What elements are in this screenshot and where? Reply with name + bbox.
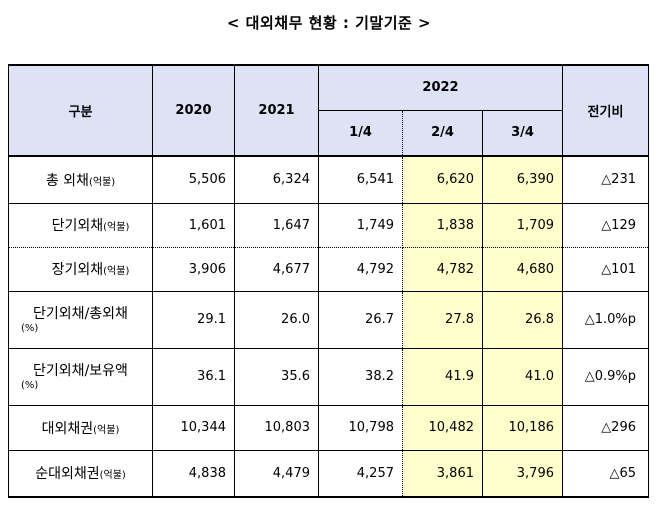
cell-q3: 6,390 <box>482 156 563 204</box>
cell-q1: 4,257 <box>318 450 403 498</box>
table-title: < 대외채무 현황 : 기말기준 > <box>226 14 432 32</box>
cell-q2: 6,620 <box>402 156 483 204</box>
cell-2020: 10,344 <box>152 405 235 451</box>
header-q2: 2/4 <box>402 109 483 157</box>
table-row: 장기외채(억불) 3,906 4,677 4,792 4,782 4,680 △… <box>8 247 649 292</box>
header-prev: 전기비 <box>562 64 649 157</box>
cell-2020: 3,906 <box>152 247 235 292</box>
cell-q1: 26.7 <box>318 291 403 349</box>
cell-q2: 41.9 <box>402 348 483 406</box>
header-q3: 3/4 <box>482 109 563 157</box>
row-label: 단기외채(억불) <box>8 203 153 248</box>
header-category: 구분 <box>8 64 153 157</box>
table-row: 단기외채/총외채 (%) 29.1 26.0 26.7 27.8 26.8 △1.… <box>8 291 649 349</box>
cell-prev: △101 <box>562 247 649 292</box>
cell-prev: △1.0%p <box>562 291 649 349</box>
cell-2021: 35.6 <box>234 348 319 406</box>
cell-prev: △296 <box>562 405 649 451</box>
cell-2020: 5,506 <box>152 156 235 204</box>
cell-q3: 3,796 <box>482 450 563 498</box>
cell-q2: 3,861 <box>402 450 483 498</box>
cell-prev: △0.9%p <box>562 348 649 406</box>
row-label: 단기외채/총외채 (%) <box>8 291 153 349</box>
cell-2020: 1,601 <box>152 203 235 248</box>
cell-prev: △231 <box>562 156 649 204</box>
cell-q3: 4,680 <box>482 247 563 292</box>
cell-q3: 1,709 <box>482 203 563 248</box>
cell-q1: 6,541 <box>318 156 403 204</box>
cell-q2: 1,838 <box>402 203 483 248</box>
cell-q3: 26.8 <box>482 291 563 349</box>
cell-2020: 4,838 <box>152 450 235 498</box>
cell-2020: 36.1 <box>152 348 235 406</box>
table-row: 대외채권(억불) 10,344 10,803 10,798 10,482 10,… <box>8 405 649 451</box>
cell-q3: 41.0 <box>482 348 563 406</box>
cell-2021: 10,803 <box>234 405 319 451</box>
cell-2021: 4,677 <box>234 247 319 292</box>
cell-q1: 4,792 <box>318 247 403 292</box>
cell-q3: 10,186 <box>482 405 563 451</box>
external-debt-table: 구분 2020 2021 2022 전기비 1/4 2/4 3/4 총 외채(억… <box>8 64 649 498</box>
cell-2020: 29.1 <box>152 291 235 349</box>
cell-q1: 38.2 <box>318 348 403 406</box>
row-label: 단기외채/보유액 (%) <box>8 348 153 406</box>
cell-2021: 4,479 <box>234 450 319 498</box>
header-q1: 1/4 <box>318 109 403 157</box>
table-row: 단기외채(억불) 1,601 1,647 1,749 1,838 1,709 △… <box>8 203 649 248</box>
header-2021: 2021 <box>234 64 319 157</box>
table-row: 단기외채/보유액 (%) 36.1 35.6 38.2 41.9 41.0 △0.… <box>8 348 649 406</box>
cell-q1: 1,749 <box>318 203 403 248</box>
cell-2021: 1,647 <box>234 203 319 248</box>
row-label: 장기외채(억불) <box>8 247 153 292</box>
table-row: 순대외채권(억불) 4,838 4,479 4,257 3,861 3,796 … <box>8 450 649 498</box>
cell-q2: 10,482 <box>402 405 483 451</box>
cell-prev: △129 <box>562 203 649 248</box>
table-row: 총 외채(억불) 5,506 6,324 6,541 6,620 6,390 △… <box>8 156 649 204</box>
cell-2021: 26.0 <box>234 291 319 349</box>
cell-q2: 27.8 <box>402 291 483 349</box>
cell-2021: 6,324 <box>234 156 319 204</box>
cell-q1: 10,798 <box>318 405 403 451</box>
cell-prev: △65 <box>562 450 649 498</box>
row-label: 대외채권(억불) <box>8 405 153 451</box>
row-label: 순대외채권(억불) <box>8 450 153 498</box>
header-2020: 2020 <box>152 64 235 157</box>
row-label: 총 외채(억불) <box>8 156 153 204</box>
header-2022: 2022 <box>318 64 563 111</box>
cell-q2: 4,782 <box>402 247 483 292</box>
